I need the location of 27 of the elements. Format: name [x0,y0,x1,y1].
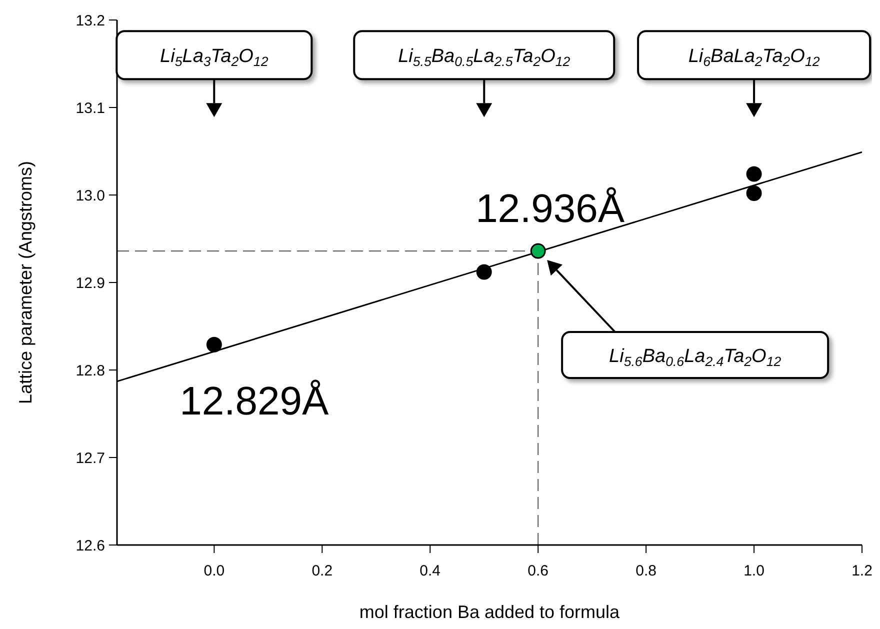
point [746,166,762,182]
text: Li$_{5.5}$Ba$_{0.5}$La$_{2.5}$Ta$_{2}$O$_{12}$ [398,46,570,70]
y-tick-label: 13.1 [76,100,105,117]
y-tick-label: 12.8 [76,362,105,380]
point [530,243,546,259]
text: Li$_{5.6}$Ba$_{0.6}$La$_{2.4}$Ta$_{2}$O$_{12}$ [609,346,782,369]
annotation: Li$_{6}$BaLa$_{2}$Ta$_{2}$O$_{12}$ [688,46,820,70]
point [746,186,762,201]
x-tick-label: 0.0 [204,562,225,580]
y-axis-title: Lattice parameter (Angstroms) [15,160,36,404]
x-tick-label: 0.4 [420,562,441,580]
x-axis-title: mol fraction Ba added to formula [359,602,621,622]
x-tick-label: 1.0 [744,562,764,580]
x-tick-label: 0.8 [636,562,656,580]
point [476,264,492,280]
y-tick-label: 12.7 [76,450,105,467]
y-tick-label: 13.0 [76,187,105,204]
point [206,336,222,352]
annotation: 12.829Å [180,380,329,424]
y-tick-label: 13.2 [76,12,105,30]
x-tick-label: 0.6 [528,562,549,580]
y-tick-label: 12.9 [76,274,105,292]
y-tick-label: 12.6 [76,537,105,554]
annotation: Li$_{5}$La$_{3}$Ta$_{2}$O$_{12}$ [160,46,269,70]
x-tick-label: 0.2 [312,562,333,580]
annotation: 12.936Å [476,187,625,231]
x-tick-label: 1.2 [852,562,872,580]
